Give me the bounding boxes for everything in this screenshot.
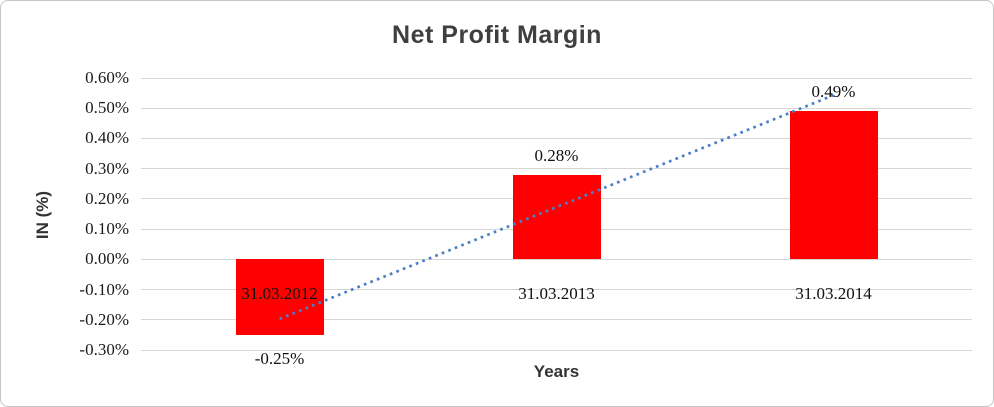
chart-title: Net Profit Margin bbox=[392, 21, 602, 49]
x-axis-title: Years bbox=[533, 362, 580, 381]
category-label: 31.03.2013 bbox=[518, 284, 595, 303]
category-label: 31.03.2014 bbox=[795, 284, 872, 303]
category-label: 31.03.2012 bbox=[241, 284, 318, 303]
gridline bbox=[141, 77, 972, 79]
chart-bar bbox=[789, 111, 878, 260]
data-label: 0.28% bbox=[534, 145, 579, 165]
y-axis-tick-label: 0.60% bbox=[85, 68, 129, 87]
gridline bbox=[141, 349, 972, 351]
gridline bbox=[141, 107, 972, 109]
y-axis-tick-label: 0.00% bbox=[85, 249, 129, 269]
y-axis-tick-label: 0.50% bbox=[85, 98, 129, 118]
y-axis-tick-label: 0.40% bbox=[85, 128, 129, 148]
y-axis-tick-label: 0.20% bbox=[85, 188, 129, 208]
y-axis-tick-label: 0.30% bbox=[85, 158, 129, 178]
chart-bar bbox=[512, 174, 601, 260]
data-label: -0.25% bbox=[254, 348, 305, 368]
data-label: 0.49% bbox=[811, 82, 856, 102]
y-axis-tick-label: -0.10% bbox=[79, 279, 129, 299]
y-axis-tick-label: -0.30% bbox=[79, 340, 129, 359]
y-axis-tick-label: -0.20% bbox=[79, 309, 129, 329]
y-axis-tick-label: 0.10% bbox=[85, 219, 129, 239]
